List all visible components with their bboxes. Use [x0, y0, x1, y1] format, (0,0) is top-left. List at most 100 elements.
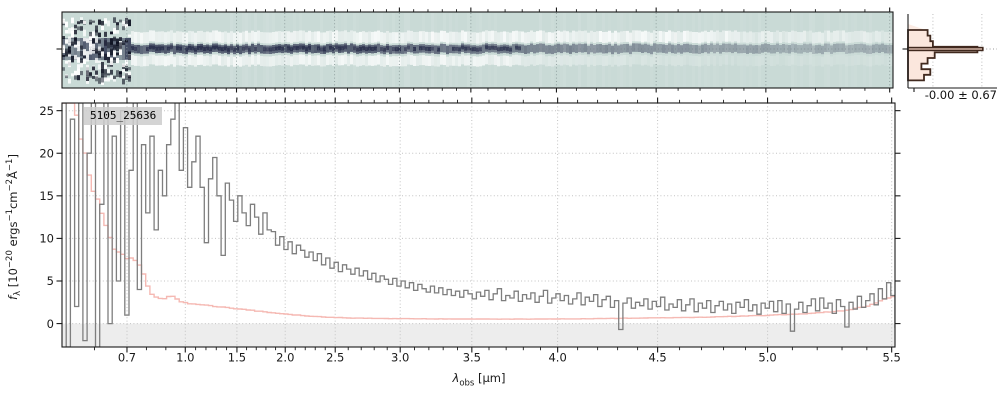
heatmap-noise-rect [113, 44, 116, 50]
heatmap-noise-rect [110, 38, 113, 45]
heatmap-trace-rect [389, 45, 392, 55]
heatmap-trace-rect [140, 45, 143, 55]
heatmap-noise-rect [71, 17, 74, 24]
heatmap-upper-band-rect [161, 31, 164, 43]
heatmap-trace-core-rect [170, 45, 173, 50]
heatmap-lower-band-rect [218, 55, 221, 66]
heatmap-lower-band-rect [746, 56, 749, 67]
heatmap-noise-rect [65, 60, 68, 64]
heatmap-upper-band-rect [407, 30, 410, 42]
heatmap-lower-band-rect [392, 56, 395, 67]
heatmap-upper-band-rect [716, 30, 719, 42]
y-axis-label-exponent: −1 [4, 158, 15, 172]
heatmap-trace-rect [284, 44, 287, 53]
heatmap-trace-core-rect [398, 47, 401, 52]
heatmap-upper-band-rect [509, 32, 512, 44]
heatmap-lower-band-rect [443, 55, 446, 65]
heatmap-column-streak-rect [602, 13, 605, 87]
heatmap-upper-band-rect [251, 30, 254, 42]
heatmap-lower-band-rect [191, 55, 194, 66]
heatmap-noise-rect [98, 49, 101, 55]
heatmap-lower-band-rect [755, 56, 758, 66]
heatmap-lower-band-rect [584, 54, 587, 65]
heatmap-trace-core-rect [254, 47, 257, 51]
heatmap-trace-rect [731, 44, 734, 54]
heatmap-lower-band-rect [464, 55, 467, 66]
heatmap-lower-band-rect [650, 56, 653, 67]
heatmap-upper-band-rect [353, 31, 356, 43]
heatmap-lower-band-rect [497, 56, 500, 67]
heatmap-lower-band-rect [179, 55, 182, 66]
heatmap-upper-band-rect [728, 30, 731, 42]
heatmap-lower-band-rect [698, 56, 701, 67]
heatmap-trace-rect [182, 45, 185, 54]
heatmap-lower-band-rect [194, 56, 197, 67]
heatmap-trace-core-rect [197, 46, 200, 50]
heatmap-column-streak-rect [272, 13, 275, 87]
heatmap-noise-rect [119, 37, 122, 41]
heatmap-noise-rect [116, 58, 119, 64]
heatmap-noise-rect [107, 52, 110, 57]
heatmap-column-streak-rect [377, 13, 380, 87]
heatmap-lower-band-rect [284, 55, 287, 65]
heatmap-lower-band-rect [164, 56, 167, 67]
heatmap-upper-band-rect [248, 32, 251, 44]
heatmap-trace-rect [512, 44, 515, 53]
heatmap-upper-band-rect [275, 31, 278, 43]
heatmap-lower-band-rect [866, 56, 869, 67]
heatmap-noise-rect [62, 18, 65, 22]
heatmap-trace-core-rect [332, 46, 335, 51]
heatmap-upper-band-rect [542, 30, 545, 42]
heatmap-trace-core-rect [293, 45, 296, 50]
heatmap-upper-band-rect [857, 31, 860, 42]
heatmap-noise-rect [128, 54, 131, 60]
heatmap-noise-rect [80, 58, 83, 63]
heatmap-trace-rect [713, 44, 716, 54]
heatmap-trace-rect [350, 43, 353, 52]
heatmap-trace-core-rect [344, 45, 347, 50]
heatmap-upper-band-rect [680, 32, 683, 44]
heatmap-trace-rect [641, 44, 644, 53]
heatmap-lower-band-rect [485, 54, 488, 65]
heatmap-upper-band-rect [365, 32, 368, 44]
heatmap-column-streak-rect [608, 13, 611, 87]
heatmap-upper-band-rect [482, 31, 485, 43]
heatmap-trace-rect [842, 43, 845, 52]
heatmap-upper-band-rect [470, 32, 473, 44]
heatmap-noise-rect [65, 48, 68, 52]
heatmap-lower-band-rect [752, 56, 755, 67]
heatmap-column-streak-rect [173, 13, 176, 87]
heatmap-lower-band-rect [500, 55, 503, 66]
heatmap-trace-core-rect [437, 47, 440, 52]
heatmap-column-streak-rect [683, 13, 686, 87]
heatmap-noise-rect [92, 38, 95, 44]
heatmap-trace-core-rect [479, 47, 482, 52]
heatmap-lower-band-rect [821, 56, 824, 67]
heatmap-upper-band-rect [392, 32, 395, 44]
heatmap-lower-band-rect [701, 55, 704, 66]
heatmap-noise-rect [62, 46, 65, 50]
heatmap-upper-band-rect [230, 31, 233, 43]
heatmap-trace-rect [605, 44, 608, 54]
heatmap-upper-band-rect [884, 31, 887, 43]
heatmap-noise-rect [80, 17, 83, 20]
heatmap-upper-band-rect [647, 31, 650, 43]
heatmap-upper-band-rect [701, 31, 704, 43]
heatmap-trace-core-rect [335, 45, 338, 50]
heatmap-column-streak-rect [590, 13, 593, 87]
heatmap-upper-band-rect [779, 32, 782, 43]
heatmap-trace-rect [401, 45, 404, 54]
heatmap-noise-rect [125, 68, 128, 72]
heatmap-trace-core-rect [194, 47, 197, 52]
heatmap-lower-band-rect [764, 54, 767, 65]
heatmap-trace-rect [863, 44, 866, 53]
heatmap-trace-core-rect [308, 45, 311, 50]
heatmap-trace-rect [587, 45, 590, 55]
heatmap-upper-band-rect [137, 31, 140, 43]
heatmap-upper-band-rect [833, 30, 836, 42]
heatmap-column-streak-rect [824, 13, 827, 87]
heatmap-noise-rect [113, 57, 116, 63]
heatmap-noise-rect [74, 29, 77, 35]
heatmap-noise-rect [71, 56, 74, 63]
